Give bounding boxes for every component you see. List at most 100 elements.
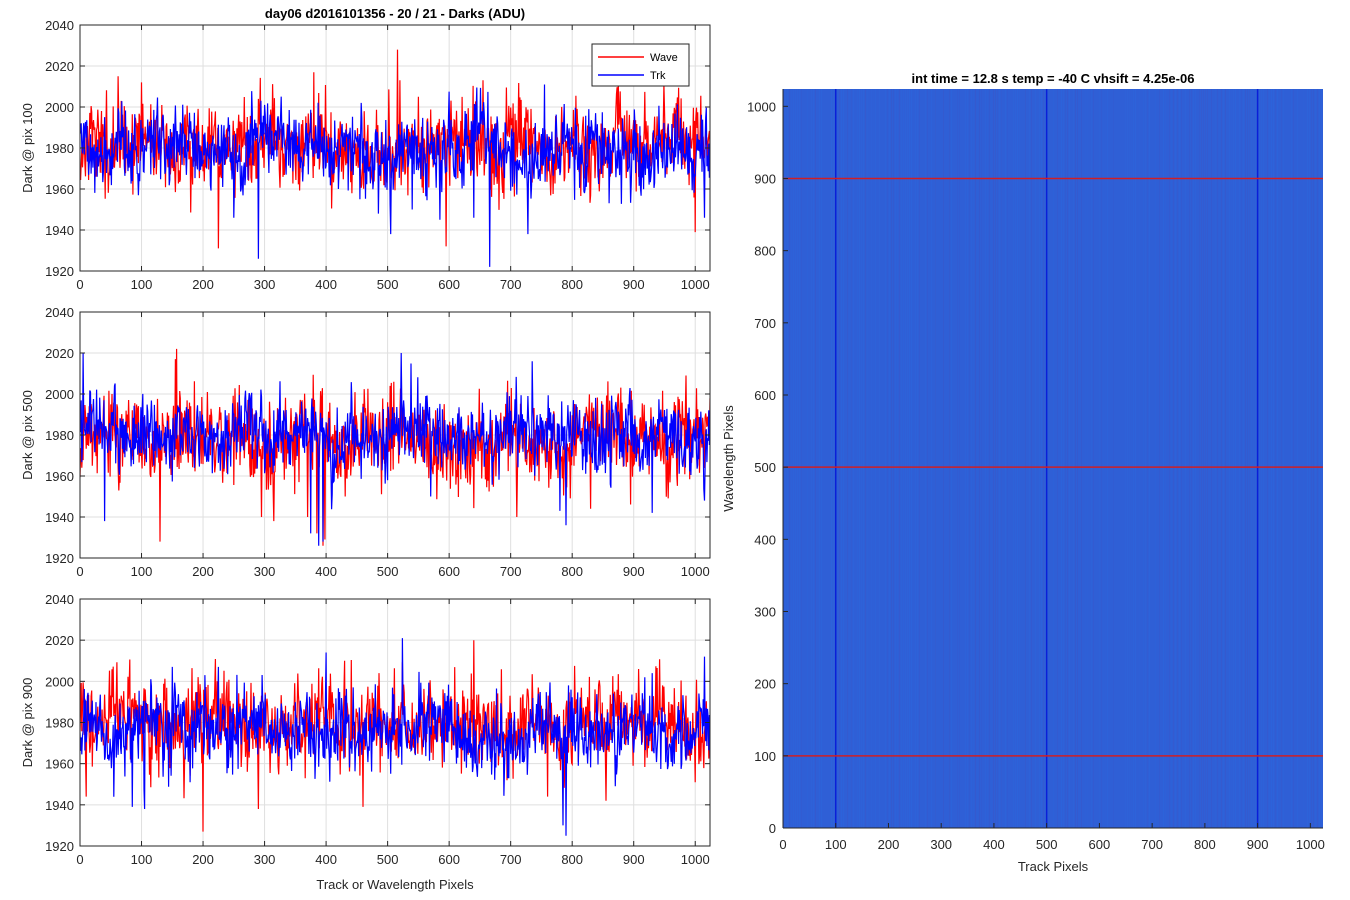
heatmap-column <box>1267 89 1268 828</box>
y-tick-label: 200 <box>754 677 776 692</box>
x-tick-label: 500 <box>1036 837 1058 852</box>
heatmap-column <box>1139 89 1140 828</box>
heatmap-column <box>1063 89 1064 828</box>
heatmap-column <box>1125 89 1126 828</box>
y-tick-label: 2000 <box>45 674 74 689</box>
heatmap-column <box>973 89 974 828</box>
y-tick-label: 1980 <box>45 716 74 731</box>
heatmap-column <box>949 89 950 828</box>
heatmap-column <box>1271 89 1272 828</box>
heatmap-column <box>787 89 788 828</box>
heatmap-column <box>1081 89 1082 828</box>
heatmap-column <box>1261 89 1262 828</box>
heatmap-column <box>1147 89 1148 828</box>
heatmap-column <box>791 89 792 828</box>
y-tick-label: 2020 <box>45 633 74 648</box>
heatmap-column <box>821 89 822 828</box>
y-tick-label: 2000 <box>45 100 74 115</box>
heatmap-column <box>1077 89 1078 828</box>
heatmap-column <box>1069 89 1070 828</box>
series-line-trk <box>80 84 710 267</box>
heatmap-column <box>1315 89 1316 828</box>
heatmap-column <box>915 89 916 828</box>
heatmap-column <box>919 89 920 828</box>
heatmap-column <box>1181 89 1182 828</box>
heatmap-column <box>1185 89 1186 828</box>
heatmap-column <box>1107 89 1108 828</box>
y-axis-label: Dark @ pix 500 <box>20 390 35 480</box>
x-tick-label: 300 <box>930 837 952 852</box>
heatmap-column <box>813 89 814 828</box>
y-axis-label: Dark @ pix 900 <box>20 678 35 768</box>
heatmap-column <box>1129 89 1130 828</box>
heatmap-column <box>1207 89 1208 828</box>
x-tick-label: 700 <box>500 852 522 867</box>
y-tick-label: 2040 <box>45 305 74 320</box>
heatmap-column <box>1293 89 1294 828</box>
y-tick-label: 1000 <box>747 99 776 114</box>
heatmap-column <box>1173 89 1174 828</box>
heatmap-column <box>893 89 894 828</box>
heatmap-column <box>841 89 842 828</box>
heatmap-column <box>1099 89 1100 828</box>
heatmap-column <box>797 89 798 828</box>
heatmap-column <box>1231 89 1232 828</box>
heatmap-column <box>799 89 800 828</box>
heatmap-column <box>793 89 794 828</box>
heatmap-column <box>857 89 858 828</box>
x-tick-label: 500 <box>377 564 399 579</box>
heatmap-column <box>891 89 892 828</box>
heatmap-column <box>931 89 932 828</box>
x-tick-label: 100 <box>131 852 153 867</box>
heatmap-column <box>1311 89 1312 828</box>
heatmap-column <box>1321 89 1322 828</box>
x-tick-label: 900 <box>623 852 645 867</box>
y-tick-label: 700 <box>754 316 776 331</box>
x-tick-label: 900 <box>623 564 645 579</box>
y-tick-label: 1960 <box>45 757 74 772</box>
heatmap-column <box>1175 89 1176 828</box>
heatmap-column <box>917 89 918 828</box>
heatmap-column <box>843 89 844 828</box>
heatmap-column <box>1061 89 1062 828</box>
heatmap-column <box>871 89 872 828</box>
heatmap-column <box>1243 89 1244 828</box>
x-tick-label: 900 <box>1247 837 1269 852</box>
heatmap-column <box>815 89 816 828</box>
x-tick-label: 200 <box>878 837 900 852</box>
heatmap-column <box>853 89 854 828</box>
x-tick-label: 1000 <box>681 852 710 867</box>
heatmap-column <box>859 89 860 828</box>
heatmap-column <box>907 89 908 828</box>
x-tick-label: 0 <box>76 277 83 292</box>
heatmap-column <box>1177 89 1178 828</box>
heatmap-column <box>1211 89 1212 828</box>
heatmap-column <box>1039 89 1040 828</box>
x-tick-label: 0 <box>76 564 83 579</box>
x-axis-label: Track Pixels <box>1018 859 1089 874</box>
x-tick-label: 800 <box>561 277 583 292</box>
x-tick-label: 1000 <box>1296 837 1325 852</box>
legend: Wave Trk <box>591 43 690 87</box>
series-line-wave <box>80 49 710 249</box>
heatmap-column <box>1189 89 1190 828</box>
heatmap-column <box>1007 89 1008 828</box>
heatmap-column <box>885 89 886 828</box>
heatmap-column <box>905 89 906 828</box>
heatmap-column <box>1005 89 1006 828</box>
heatmap-column <box>1179 89 1180 828</box>
heatmap-column <box>1127 89 1128 828</box>
heatmap-column <box>1307 89 1308 828</box>
y-tick-label: 2020 <box>45 59 74 74</box>
heatmap-column <box>1195 89 1196 828</box>
heatmap-column <box>985 89 986 828</box>
heatmap-column <box>1319 89 1320 828</box>
heatmap-column <box>1313 89 1314 828</box>
heatmap-column <box>1219 89 1220 828</box>
heatmap-column <box>911 89 912 828</box>
y-tick-label: 100 <box>754 749 776 764</box>
heatmap-column <box>1165 89 1166 828</box>
series-line-trk <box>80 638 710 836</box>
heatmap-column <box>1155 89 1156 828</box>
x-tick-label: 1000 <box>681 564 710 579</box>
